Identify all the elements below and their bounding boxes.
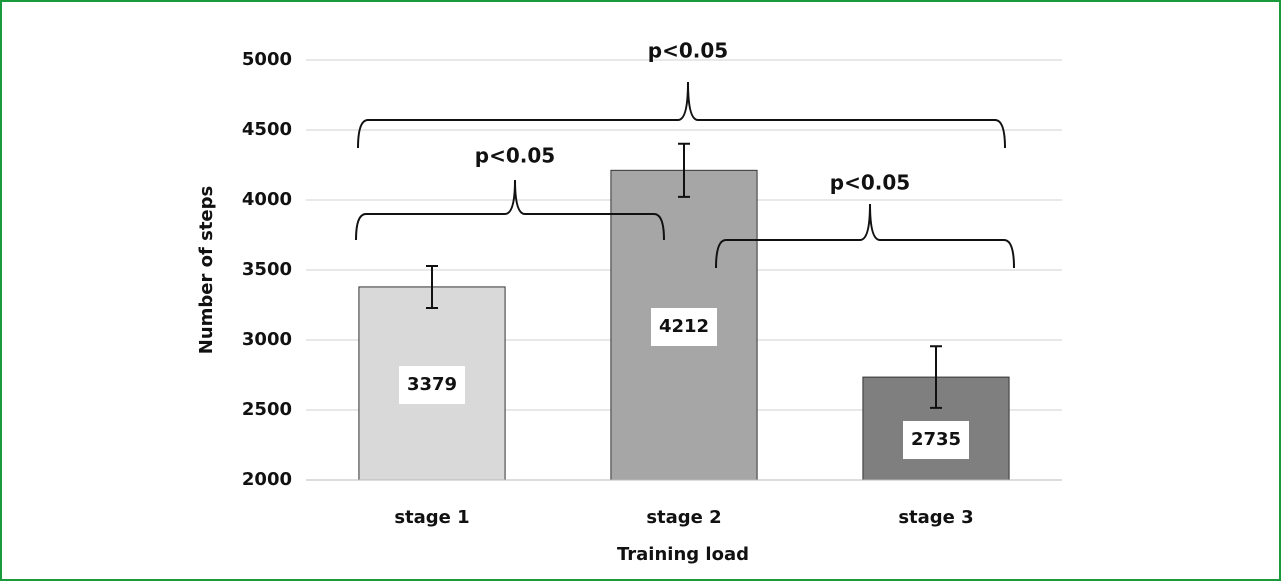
data-label-box [651, 308, 717, 346]
error-bar [930, 345, 942, 409]
x-axis-title: Training load [617, 544, 749, 565]
y-axis-title: Number of steps [196, 186, 217, 354]
error-bar [426, 264, 438, 309]
error-bar [678, 142, 690, 198]
y-tick-label: 3500 [242, 259, 292, 280]
y-tick-label: 2500 [242, 399, 292, 420]
data-label: 3379 [407, 374, 457, 395]
annotation: p<0.05 [475, 144, 555, 168]
x-tick-label: stage 3 [898, 507, 973, 528]
x-tick-label: stage 2 [646, 507, 721, 528]
y-tick-label: 5000 [242, 49, 292, 70]
annotation: p<0.05 [648, 39, 728, 63]
y-tick-label: 2000 [242, 469, 292, 490]
significance-bracket [355, 179, 665, 241]
significance-bracket [715, 203, 1015, 269]
x-tick-label: stage 1 [394, 507, 469, 528]
data-label: 2735 [911, 429, 961, 450]
y-tick-label: 4500 [242, 119, 292, 140]
y-tick-label: 4000 [242, 189, 292, 210]
y-tick-label: 3000 [242, 329, 292, 350]
significance-bracket [357, 81, 1006, 149]
data-label: 4212 [659, 316, 709, 337]
annotation: p<0.05 [830, 171, 910, 195]
data-label-box [399, 366, 465, 404]
data-label-box [903, 421, 969, 459]
